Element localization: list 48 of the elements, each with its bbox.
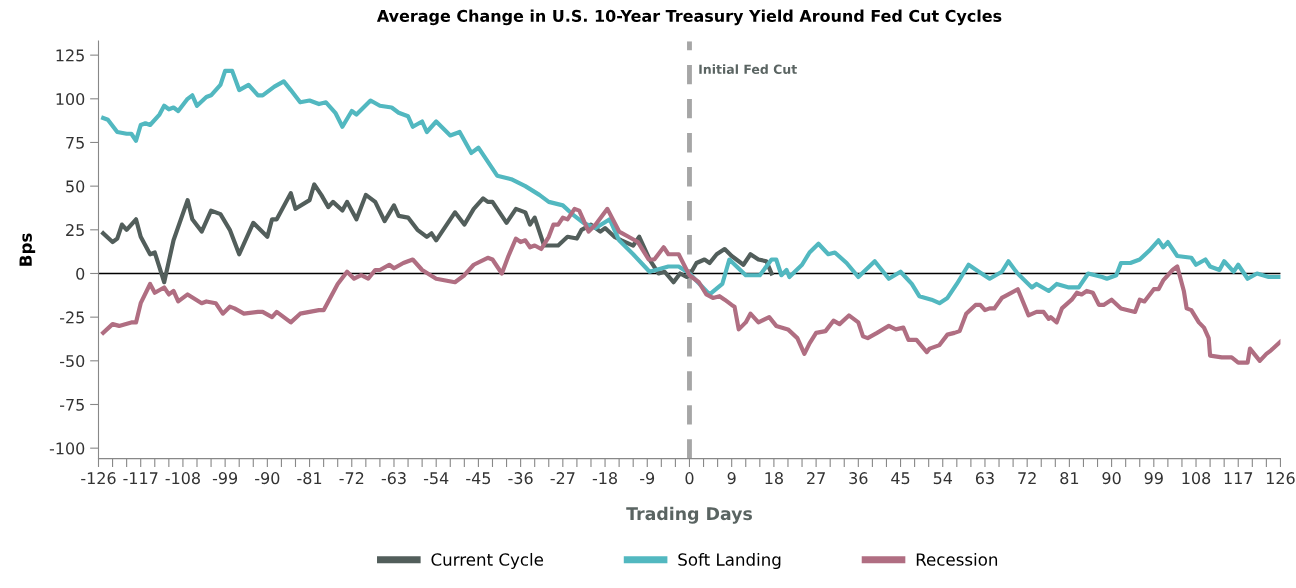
legend-label: Current Cycle [431, 552, 544, 570]
y-tick-label: 125 [56, 49, 84, 62]
y-tick-label: -100 [49, 442, 85, 455]
x-tick-label: -72 [339, 472, 364, 484]
y-tick-label: 75 [66, 136, 84, 149]
x-tick-label: 99 [1144, 472, 1163, 485]
x-tick-label: 90 [1102, 472, 1121, 485]
x-axis-title: Trading Days [626, 506, 752, 524]
x-tick-label: 27 [807, 472, 825, 484]
y-tick-label: 25 [66, 224, 84, 237]
x-tick-label: 45 [891, 472, 910, 485]
x-tick-label: -117 [123, 472, 158, 484]
y-tick-label: 50 [66, 180, 85, 193]
line-series [101, 182, 774, 285]
y-tick-label: -50 [60, 355, 85, 368]
x-tick-label: 126 [1266, 472, 1295, 485]
x-tick-label: -126 [81, 472, 116, 485]
x-tick-label: -108 [165, 472, 200, 485]
line-series [101, 206, 1281, 365]
x-tick-label: -45 [466, 472, 491, 485]
y-tick-label: -75 [60, 398, 84, 411]
x-tick-label: -9 [640, 472, 655, 485]
x-tick-label: -63 [381, 472, 406, 485]
x-tick-label: 72 [1018, 472, 1036, 484]
x-tick-label: -90 [255, 472, 280, 485]
y-axis-title: Bps [19, 233, 36, 266]
x-tick-label: 54 [933, 472, 953, 485]
x-tick-label: 0 [685, 472, 694, 485]
chart-title: Average Change in U.S. 10-Year Treasury Yield Around Fed Cut Cycles [376, 9, 1002, 26]
x-tick-label: -99 [212, 472, 238, 485]
x-tick-label: -18 [592, 472, 617, 485]
x-tick-label: -27 [550, 472, 575, 484]
x-tick-label: 36 [849, 472, 868, 485]
legend-label: Soft Landing [678, 552, 781, 570]
y-tick-label: 0 [76, 267, 85, 280]
x-tick-label: 9 [727, 472, 736, 485]
y-tick-label: 100 [56, 93, 85, 106]
x-tick-label: -36 [508, 472, 533, 485]
y-tick-label: -25 [60, 311, 84, 324]
legend-label: Recession [916, 552, 998, 566]
x-tick-label: -54 [423, 472, 449, 485]
x-tick-label: 117 [1224, 472, 1253, 484]
x-tick-label: -81 [297, 472, 322, 485]
x-tick-label: 108 [1182, 472, 1211, 485]
x-tick-label: 63 [975, 472, 994, 485]
ref-line-label: Initial Fed Cut [699, 64, 797, 75]
x-tick-label: 18 [765, 472, 783, 485]
x-tick-label: 81 [1060, 472, 1079, 485]
